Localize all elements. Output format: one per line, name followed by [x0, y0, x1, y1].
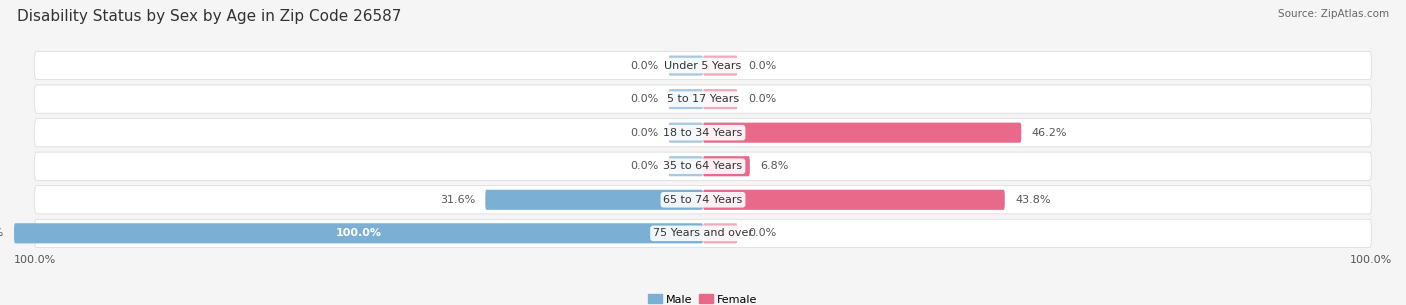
Text: 43.8%: 43.8% — [1015, 195, 1050, 205]
Text: 100.0%: 100.0% — [14, 255, 56, 265]
Text: 18 to 34 Years: 18 to 34 Years — [664, 128, 742, 138]
Text: 5 to 17 Years: 5 to 17 Years — [666, 94, 740, 104]
FancyBboxPatch shape — [485, 190, 703, 210]
FancyBboxPatch shape — [14, 223, 703, 243]
Text: 31.6%: 31.6% — [440, 195, 475, 205]
Text: 65 to 74 Years: 65 to 74 Years — [664, 195, 742, 205]
Text: 0.0%: 0.0% — [630, 161, 658, 171]
FancyBboxPatch shape — [669, 123, 703, 143]
Text: 0.0%: 0.0% — [630, 61, 658, 70]
Text: Disability Status by Sex by Age in Zip Code 26587: Disability Status by Sex by Age in Zip C… — [17, 9, 401, 24]
FancyBboxPatch shape — [703, 123, 1021, 143]
FancyBboxPatch shape — [35, 219, 1371, 247]
FancyBboxPatch shape — [669, 56, 703, 76]
FancyBboxPatch shape — [35, 52, 1371, 80]
Text: 35 to 64 Years: 35 to 64 Years — [664, 161, 742, 171]
Text: 100.0%: 100.0% — [336, 228, 381, 238]
Text: 100.0%: 100.0% — [0, 228, 4, 238]
FancyBboxPatch shape — [703, 190, 1005, 210]
FancyBboxPatch shape — [703, 223, 738, 243]
FancyBboxPatch shape — [703, 156, 749, 176]
Text: Source: ZipAtlas.com: Source: ZipAtlas.com — [1278, 9, 1389, 19]
Text: 0.0%: 0.0% — [630, 94, 658, 104]
Text: 0.0%: 0.0% — [630, 128, 658, 138]
Text: 0.0%: 0.0% — [748, 94, 776, 104]
FancyBboxPatch shape — [703, 56, 738, 76]
FancyBboxPatch shape — [35, 186, 1371, 214]
Text: Under 5 Years: Under 5 Years — [665, 61, 741, 70]
FancyBboxPatch shape — [669, 89, 703, 109]
Text: 0.0%: 0.0% — [748, 228, 776, 238]
FancyBboxPatch shape — [35, 119, 1371, 147]
Text: 100.0%: 100.0% — [1350, 255, 1392, 265]
Text: 46.2%: 46.2% — [1032, 128, 1067, 138]
Text: 75 Years and over: 75 Years and over — [652, 228, 754, 238]
Text: 0.0%: 0.0% — [748, 61, 776, 70]
FancyBboxPatch shape — [703, 89, 738, 109]
Text: 6.8%: 6.8% — [761, 161, 789, 171]
Legend: Male, Female: Male, Female — [644, 290, 762, 305]
FancyBboxPatch shape — [669, 156, 703, 176]
FancyBboxPatch shape — [35, 85, 1371, 113]
FancyBboxPatch shape — [35, 152, 1371, 180]
